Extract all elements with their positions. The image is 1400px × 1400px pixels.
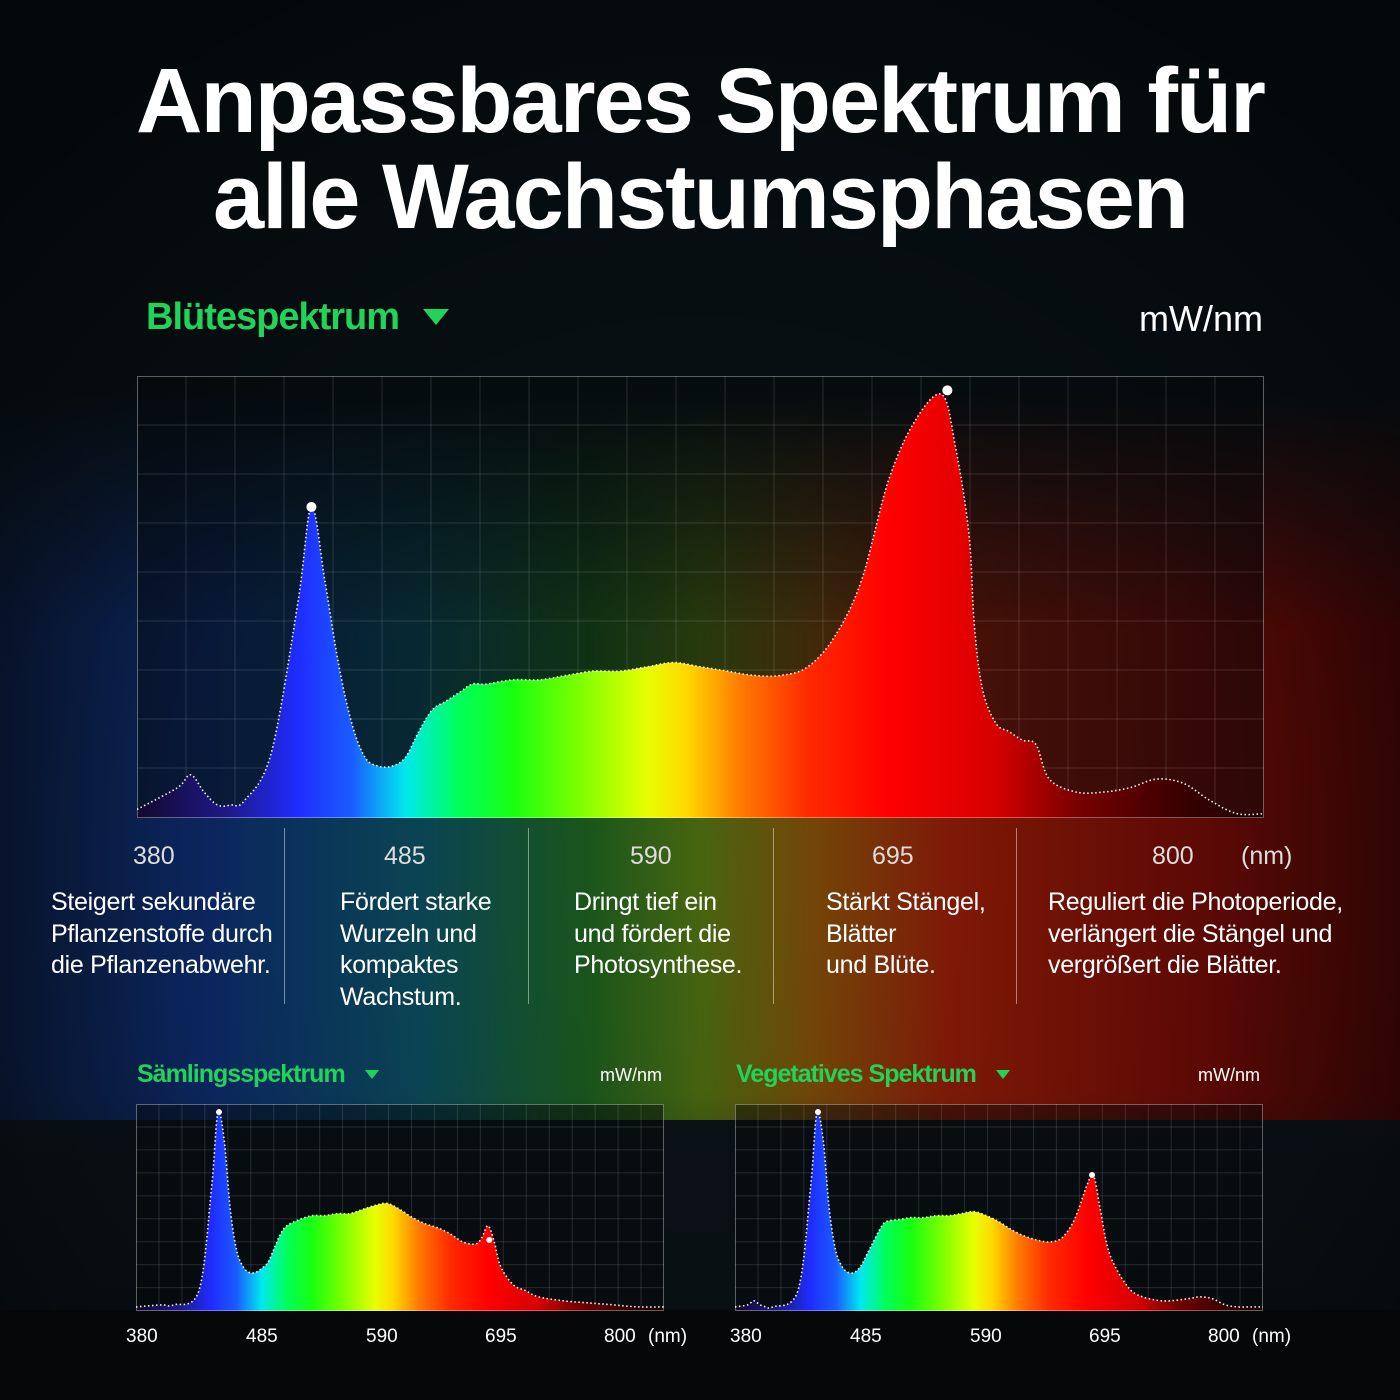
seedling-spectrum-title: Sämlingsspektrum [137,1059,346,1088]
page-title-line-1: Anpassbares Spektrum für [136,50,1266,152]
vegetative-tick-485: 485 [850,1326,882,1347]
dropdown-triangle-icon [995,1069,1010,1079]
vegetative-tick-800: 800 [1208,1326,1240,1347]
vegetative-peak-marker [1089,1171,1096,1178]
seedling-peak-marker [486,1236,493,1243]
vegetative-tick-695: 695 [1089,1326,1121,1347]
seedling-spectrum-area [136,1111,664,1311]
main-peak-marker [306,501,317,512]
vegetative-spectrum-line [735,1111,1263,1309]
main-tick-485: 485 [384,842,426,870]
main-spectrum-dropdown[interactable]: Blütespektrum [146,294,450,340]
vegetative-spectrum-dropdown[interactable]: Vegetatives Spektrum [736,1058,1010,1090]
description-695: Stärkt Stängel, Blätter und Blüte. [826,888,986,979]
main-peak-marker [942,385,953,396]
seedling-tick-800: 800 [604,1326,636,1347]
vegetative-plot-frame [735,1104,1263,1311]
main-tick-590: 590 [630,842,672,870]
page-title-line-2: alle Wachstumsphasen [212,146,1189,248]
main-x-unit: (nm) [1241,842,1293,870]
main-spectrum-title: Blütespektrum [146,295,400,338]
vegetative-peak-marker [814,1109,821,1116]
main-spectrum-area [137,393,1264,818]
description-590: Dringt tief ein und fördert die Photosyn… [574,888,743,979]
seedling-tick-590: 590 [366,1326,398,1347]
main-unit-label: mW/nm [1139,298,1263,339]
seedling-peak-marker [215,1109,222,1116]
seedling-spectrum-dropdown[interactable]: Sämlingsspektrum [137,1058,379,1090]
description-485: Fördert starke Wurzeln und kompaktes Wac… [340,888,492,1011]
main-tick-800: 800 [1152,842,1194,870]
seedling-x-unit: (nm) [648,1326,688,1347]
vegetative-tick-590: 590 [970,1326,1002,1347]
column-divider [284,828,285,1004]
seedling-spectrum-line [136,1111,664,1308]
seedling-plot-frame [136,1104,664,1311]
column-divider [1016,828,1017,1004]
seedling-spectrum-chart [136,1104,664,1311]
description-800: Reguliert die Photoperiode, verlängert d… [1048,888,1343,979]
vegetative-spectrum-title: Vegetatives Spektrum [736,1059,977,1088]
seedling-tick-485: 485 [246,1326,278,1347]
main-spectrum-chart [137,376,1264,818]
seedling-tick-380: 380 [126,1326,158,1347]
column-divider [773,828,774,1004]
description-380: Steigert sekundäre Pflanzenstoffe durch … [51,888,273,979]
dropdown-triangle-icon [364,1069,379,1079]
vegetative-tick-380: 380 [730,1326,762,1347]
vegetative-x-unit: (nm) [1252,1326,1292,1347]
seedling-tick-695: 695 [485,1326,517,1347]
dropdown-triangle-icon [423,309,450,325]
vegetative-unit-label: mW/nm [1198,1065,1260,1085]
main-tick-380: 380 [133,842,175,870]
vegetative-spectrum-chart [735,1104,1263,1311]
main-plot-frame [137,376,1264,818]
main-tick-695: 695 [872,842,914,870]
vegetative-spectrum-area [735,1111,1263,1311]
seedling-unit-label: mW/nm [600,1065,662,1085]
column-divider [528,828,529,1004]
